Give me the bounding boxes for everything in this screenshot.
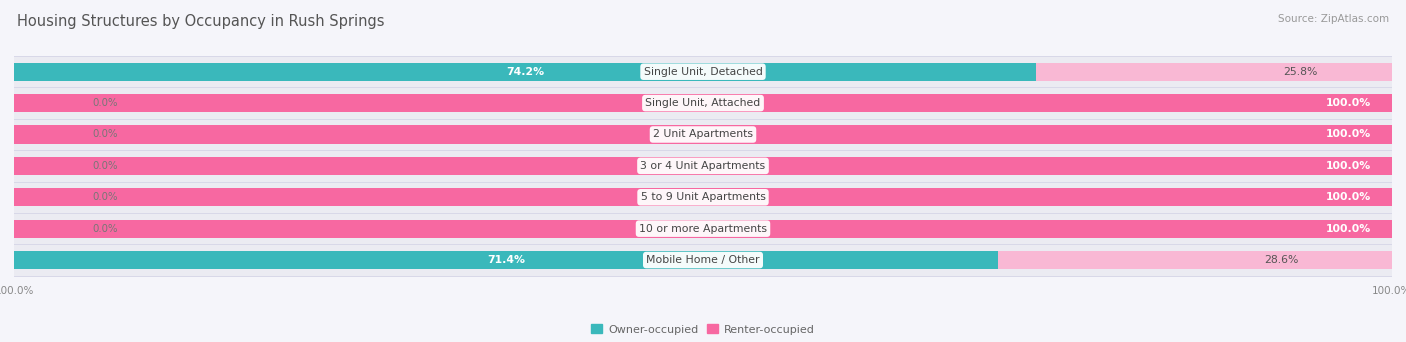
Bar [14, 244, 1392, 276]
Bar [14, 94, 124, 112]
Text: 0.0%: 0.0% [91, 192, 118, 202]
Text: 100.0%: 100.0% [1326, 98, 1371, 108]
Text: 0.0%: 0.0% [91, 98, 118, 108]
Text: Source: ZipAtlas.com: Source: ZipAtlas.com [1278, 14, 1389, 24]
Bar [14, 188, 124, 206]
Text: 0.0%: 0.0% [91, 130, 118, 140]
Bar [14, 251, 998, 269]
Bar [14, 150, 1392, 182]
Bar [998, 251, 1392, 269]
Bar [14, 213, 1392, 244]
Bar [14, 188, 1392, 206]
Bar [14, 157, 1392, 175]
Text: 71.4%: 71.4% [486, 255, 524, 265]
Text: 5 to 9 Unit Apartments: 5 to 9 Unit Apartments [641, 192, 765, 202]
Bar [14, 182, 1392, 213]
Text: 100.0%: 100.0% [1326, 224, 1371, 234]
Bar [14, 220, 1392, 238]
Bar [14, 63, 1036, 81]
Text: 100.0%: 100.0% [1326, 130, 1371, 140]
Text: 0.0%: 0.0% [91, 224, 118, 234]
Legend: Owner-occupied, Renter-occupied: Owner-occupied, Renter-occupied [586, 320, 820, 339]
Bar [14, 220, 124, 238]
Text: Housing Structures by Occupancy in Rush Springs: Housing Structures by Occupancy in Rush … [17, 14, 384, 29]
Bar [14, 126, 1392, 144]
Text: 2 Unit Apartments: 2 Unit Apartments [652, 130, 754, 140]
Text: 3 or 4 Unit Apartments: 3 or 4 Unit Apartments [641, 161, 765, 171]
Bar [14, 126, 124, 144]
Bar [14, 119, 1392, 150]
Bar [1036, 63, 1392, 81]
Bar [14, 56, 1392, 88]
Text: 100.0%: 100.0% [1326, 192, 1371, 202]
Bar [14, 94, 1392, 112]
Bar [14, 88, 1392, 119]
Text: 74.2%: 74.2% [506, 67, 544, 77]
Text: 100.0%: 100.0% [1326, 161, 1371, 171]
Text: Single Unit, Detached: Single Unit, Detached [644, 67, 762, 77]
Text: 25.8%: 25.8% [1284, 67, 1317, 77]
Text: 10 or more Apartments: 10 or more Apartments [638, 224, 768, 234]
Text: 0.0%: 0.0% [91, 161, 118, 171]
Text: Single Unit, Attached: Single Unit, Attached [645, 98, 761, 108]
Bar [14, 157, 124, 175]
Text: Mobile Home / Other: Mobile Home / Other [647, 255, 759, 265]
Text: 28.6%: 28.6% [1264, 255, 1298, 265]
